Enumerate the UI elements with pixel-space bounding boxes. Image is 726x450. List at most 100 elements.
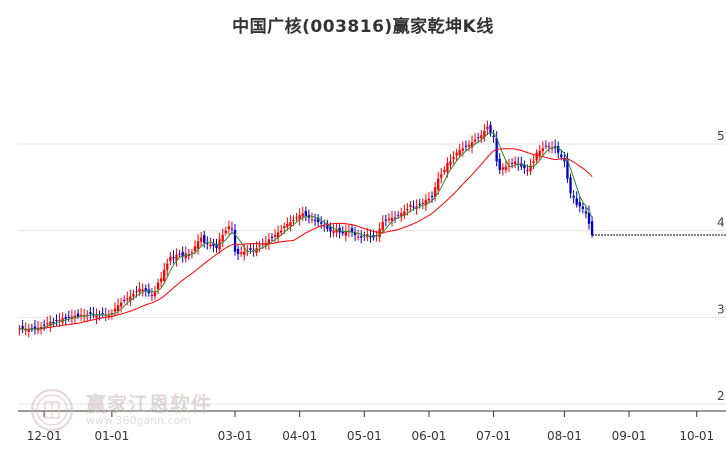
x-tick-label: 07-01 (476, 429, 511, 443)
candle-body (187, 254, 191, 256)
candle-body (418, 204, 421, 206)
candle-body (181, 251, 184, 257)
candle-body (24, 329, 27, 331)
candle-body (424, 200, 428, 206)
candle-body (360, 236, 363, 238)
candle-body (532, 161, 535, 164)
candle-body (566, 159, 569, 179)
candle-body (79, 314, 83, 316)
candle-body (529, 165, 532, 172)
candle-body (116, 305, 120, 311)
candle-body (289, 222, 292, 227)
candle-body (544, 145, 548, 147)
candle-body (584, 211, 588, 214)
candle-body (27, 329, 30, 332)
grid-lines (18, 143, 726, 405)
candle-body (369, 236, 372, 238)
candle-body (292, 220, 295, 222)
candle-body (212, 243, 215, 247)
candle-body (412, 206, 415, 208)
candle-body (326, 225, 329, 229)
candle-body (295, 217, 298, 219)
candle-body (449, 161, 452, 165)
candle-body (310, 219, 314, 221)
candle-body (406, 209, 409, 211)
candle-body (156, 282, 160, 290)
candle-body (427, 198, 431, 201)
candle-body (199, 237, 203, 242)
candle-body (163, 269, 166, 281)
candle-body (52, 322, 55, 324)
candle-body (166, 263, 169, 270)
candle-body (110, 313, 114, 314)
candle-body (393, 217, 397, 219)
candle-body (206, 242, 209, 244)
x-tick-label: 01-01 (94, 429, 129, 443)
candle-body (83, 315, 86, 318)
candle-body (280, 230, 283, 233)
candle-body (430, 196, 434, 198)
candle-body (196, 241, 200, 249)
x-tick-label: 06-01 (412, 429, 447, 443)
candle-body (246, 250, 249, 252)
candle-body (150, 294, 154, 296)
candle-body (273, 235, 277, 237)
x-tick-label: 12-01 (27, 429, 62, 443)
candle-body (89, 312, 92, 314)
x-tick-label: 08-01 (547, 429, 582, 443)
candle-body (526, 170, 529, 171)
candle-body (437, 178, 440, 190)
candle-body (236, 248, 240, 255)
candle-body (557, 146, 560, 153)
candle-body (335, 229, 338, 233)
candle-body (458, 150, 461, 156)
candle-body (523, 164, 526, 169)
candle-body (283, 226, 286, 229)
candle-body (58, 319, 61, 322)
candle-body (433, 187, 437, 198)
candle-body (258, 245, 261, 247)
candle-body (581, 206, 585, 209)
candle-body (33, 326, 37, 329)
candle-body (190, 252, 194, 254)
ma-long-line (19, 148, 593, 330)
candle-body (520, 163, 523, 167)
candle-body (443, 170, 446, 173)
candle-body (480, 135, 483, 139)
candle-body (301, 213, 304, 217)
candle-body (42, 324, 46, 326)
candle-body (390, 217, 394, 222)
candle-body (572, 195, 575, 198)
candle-body (338, 227, 341, 233)
candle-body (547, 146, 551, 148)
candle-body (203, 235, 206, 243)
candle-body (119, 302, 123, 307)
candle-body (569, 177, 572, 194)
candle-body (67, 316, 70, 318)
watermark-logo-icon (31, 389, 73, 431)
candle-body (498, 158, 501, 170)
candle-body (575, 198, 578, 205)
candle-body (113, 308, 117, 312)
candle-body (492, 135, 495, 138)
candle-body (286, 223, 289, 227)
x-axis-ticks: 12-01 01-01 03-01 04-01 05-01 06-01 07-01 08-01… (27, 411, 714, 443)
candle-body (135, 291, 138, 293)
candle-body (510, 163, 514, 165)
candle-body (563, 158, 566, 162)
candle-body (455, 152, 458, 156)
candle-body (396, 215, 400, 217)
x-tick-label: 10-01 (679, 429, 714, 443)
candle-body (323, 226, 326, 228)
candle-body (267, 239, 271, 245)
candle-body (587, 212, 591, 224)
y-tick-label: 5 (717, 129, 725, 143)
candle-body (350, 228, 354, 233)
candle-body (578, 202, 581, 207)
candle-body (227, 226, 231, 230)
candle-body (132, 293, 135, 297)
candle-body (270, 236, 274, 238)
candle-body (304, 211, 307, 216)
candle-body (461, 148, 464, 151)
